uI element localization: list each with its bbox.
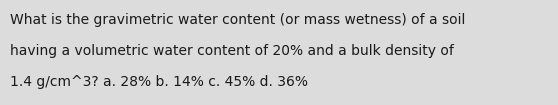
Text: having a volumetric water content of 20% and a bulk density of: having a volumetric water content of 20%… bbox=[10, 44, 454, 58]
Text: 1.4 g/cm^3? a. 28% b. 14% c. 45% d. 36%: 1.4 g/cm^3? a. 28% b. 14% c. 45% d. 36% bbox=[10, 75, 308, 89]
Text: What is the gravimetric water content (or mass wetness) of a soil: What is the gravimetric water content (o… bbox=[10, 13, 465, 27]
